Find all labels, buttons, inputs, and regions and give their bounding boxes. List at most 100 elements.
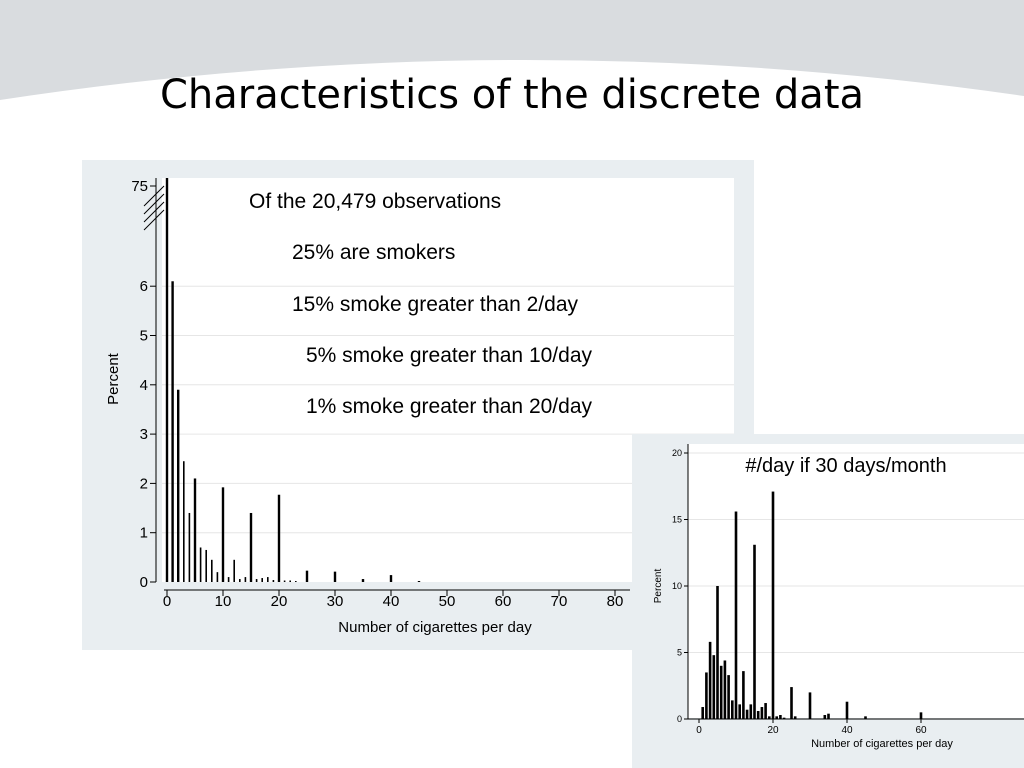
main-x-tick-label: 0 [163, 593, 171, 610]
inset-bars [701, 491, 923, 719]
inset-y-tick-label: 10 [672, 581, 682, 591]
main-bar [283, 580, 286, 582]
main-y-tick-label: 75 [131, 178, 148, 195]
main-y-tick-label: 2 [140, 475, 148, 492]
inset-bar [827, 713, 830, 719]
main-annotation: Of the 20,479 observations [249, 190, 501, 213]
main-bar [239, 579, 241, 582]
main-bar [227, 577, 230, 582]
inset-bar [716, 586, 719, 719]
main-bar [333, 571, 337, 582]
inset-chart-title: #/day if 30 days/month [745, 455, 946, 477]
header-banner-shape [0, 0, 1024, 100]
inset-bar [708, 641, 712, 719]
main-bar [199, 547, 202, 582]
main-bar [233, 559, 235, 582]
main-bar [244, 577, 247, 582]
main-annotation: 1% smoke greater than 20/day [306, 395, 593, 418]
inset-bar [790, 687, 793, 719]
main-x-tick-label: 30 [327, 593, 344, 610]
main-bar [216, 572, 219, 582]
inset-bar [742, 671, 745, 719]
inset-bar [712, 655, 716, 719]
inset-bar [768, 716, 771, 719]
main-bar [211, 559, 213, 582]
main-bar [289, 580, 291, 582]
inset-y-tick-label: 20 [672, 448, 682, 458]
main-bar [171, 281, 174, 582]
main-y-tick-label: 5 [140, 328, 148, 345]
inset-y-tick-label: 0 [677, 714, 682, 724]
inset-plot-area [688, 444, 1024, 718]
main-bar [389, 575, 393, 582]
main-bar [267, 577, 269, 582]
main-x-tick-label: 20 [271, 593, 288, 610]
inset-bar [919, 712, 923, 719]
main-bar [188, 512, 191, 582]
main-bar [177, 389, 180, 582]
main-axes [155, 178, 630, 591]
inset-y-axis-label: Percent [653, 569, 664, 604]
main-bar [221, 487, 225, 582]
inset-bar [864, 716, 867, 719]
inset-bar [764, 703, 767, 719]
main-annotation: 15% smoke greater than 2/day [292, 293, 579, 316]
inset-x-ticks: 0 20 40 60 [696, 719, 927, 736]
inset-bar [705, 672, 708, 719]
slide-title: Characteristics of the discrete data [159, 72, 865, 118]
main-y-tick-label: 1 [140, 525, 148, 542]
inset-bar [753, 544, 756, 719]
inset-bar [749, 704, 753, 719]
main-y-ticks: 0 1 2 3 4 5 6 75 [131, 178, 156, 591]
main-y-tick-label: 4 [140, 377, 148, 394]
main-bar [295, 581, 297, 582]
inset-x-tick-label: 40 [841, 725, 853, 736]
main-x-tick-label: 60 [495, 593, 512, 610]
inset-bar [760, 707, 764, 719]
inset-bar [808, 692, 812, 719]
main-y-axis-label: Percent [105, 352, 122, 405]
main-annotation: 5% smoke greater than 10/day [306, 344, 593, 367]
inset-axes [687, 444, 1024, 720]
main-bar [272, 580, 275, 582]
main-y-tick-label: 0 [140, 574, 148, 591]
inset-bar [793, 716, 797, 719]
main-bar [261, 578, 263, 582]
main-x-tick-label: 70 [551, 593, 568, 610]
inset-bar [727, 675, 730, 719]
inset-bar [719, 665, 723, 719]
inset-x-tick-label: 0 [696, 725, 702, 736]
inset-bar [775, 716, 778, 719]
main-bar [193, 478, 197, 582]
main-x-ticks: 0 10 20 30 40 50 60 70 80 [163, 590, 623, 610]
main-bar [305, 570, 309, 582]
inset-bar [823, 715, 827, 719]
main-y-tick-label: 3 [140, 426, 148, 443]
inset-bar [779, 715, 782, 719]
main-annotations: Of the 20,479 observations 25% are smoker… [249, 190, 593, 418]
inset-bar [771, 491, 775, 719]
main-y-tick-label: 6 [140, 278, 148, 295]
inset-bar [734, 511, 738, 719]
inset-bar [845, 701, 849, 719]
inset-y-ticks: 0 5 10 15 20 [672, 448, 688, 724]
main-histogram: 0 1 2 3 4 5 6 75 0 10 20 30 40 50 60 70 80 Percent Numb… [82, 160, 754, 650]
main-x-axis-label: Number of cigarettes per day [338, 619, 532, 636]
inset-bar [701, 707, 704, 719]
main-bar [165, 178, 169, 582]
inset-gridlines [688, 452, 1024, 653]
header-banner [0, 0, 1024, 100]
inset-x-tick-label: 20 [767, 725, 779, 736]
inset-bar [738, 704, 741, 719]
main-bar [183, 461, 185, 582]
main-x-tick-label: 10 [215, 593, 232, 610]
inset-bar [745, 709, 749, 719]
main-bar [255, 579, 258, 582]
main-bar [417, 581, 421, 582]
inset-x-tick-label: 60 [915, 725, 927, 736]
main-annotation: 25% are smokers [292, 241, 455, 264]
axis-break-icon [143, 185, 165, 231]
inset-bar [731, 700, 734, 719]
inset-y-tick-label: 15 [672, 515, 682, 525]
